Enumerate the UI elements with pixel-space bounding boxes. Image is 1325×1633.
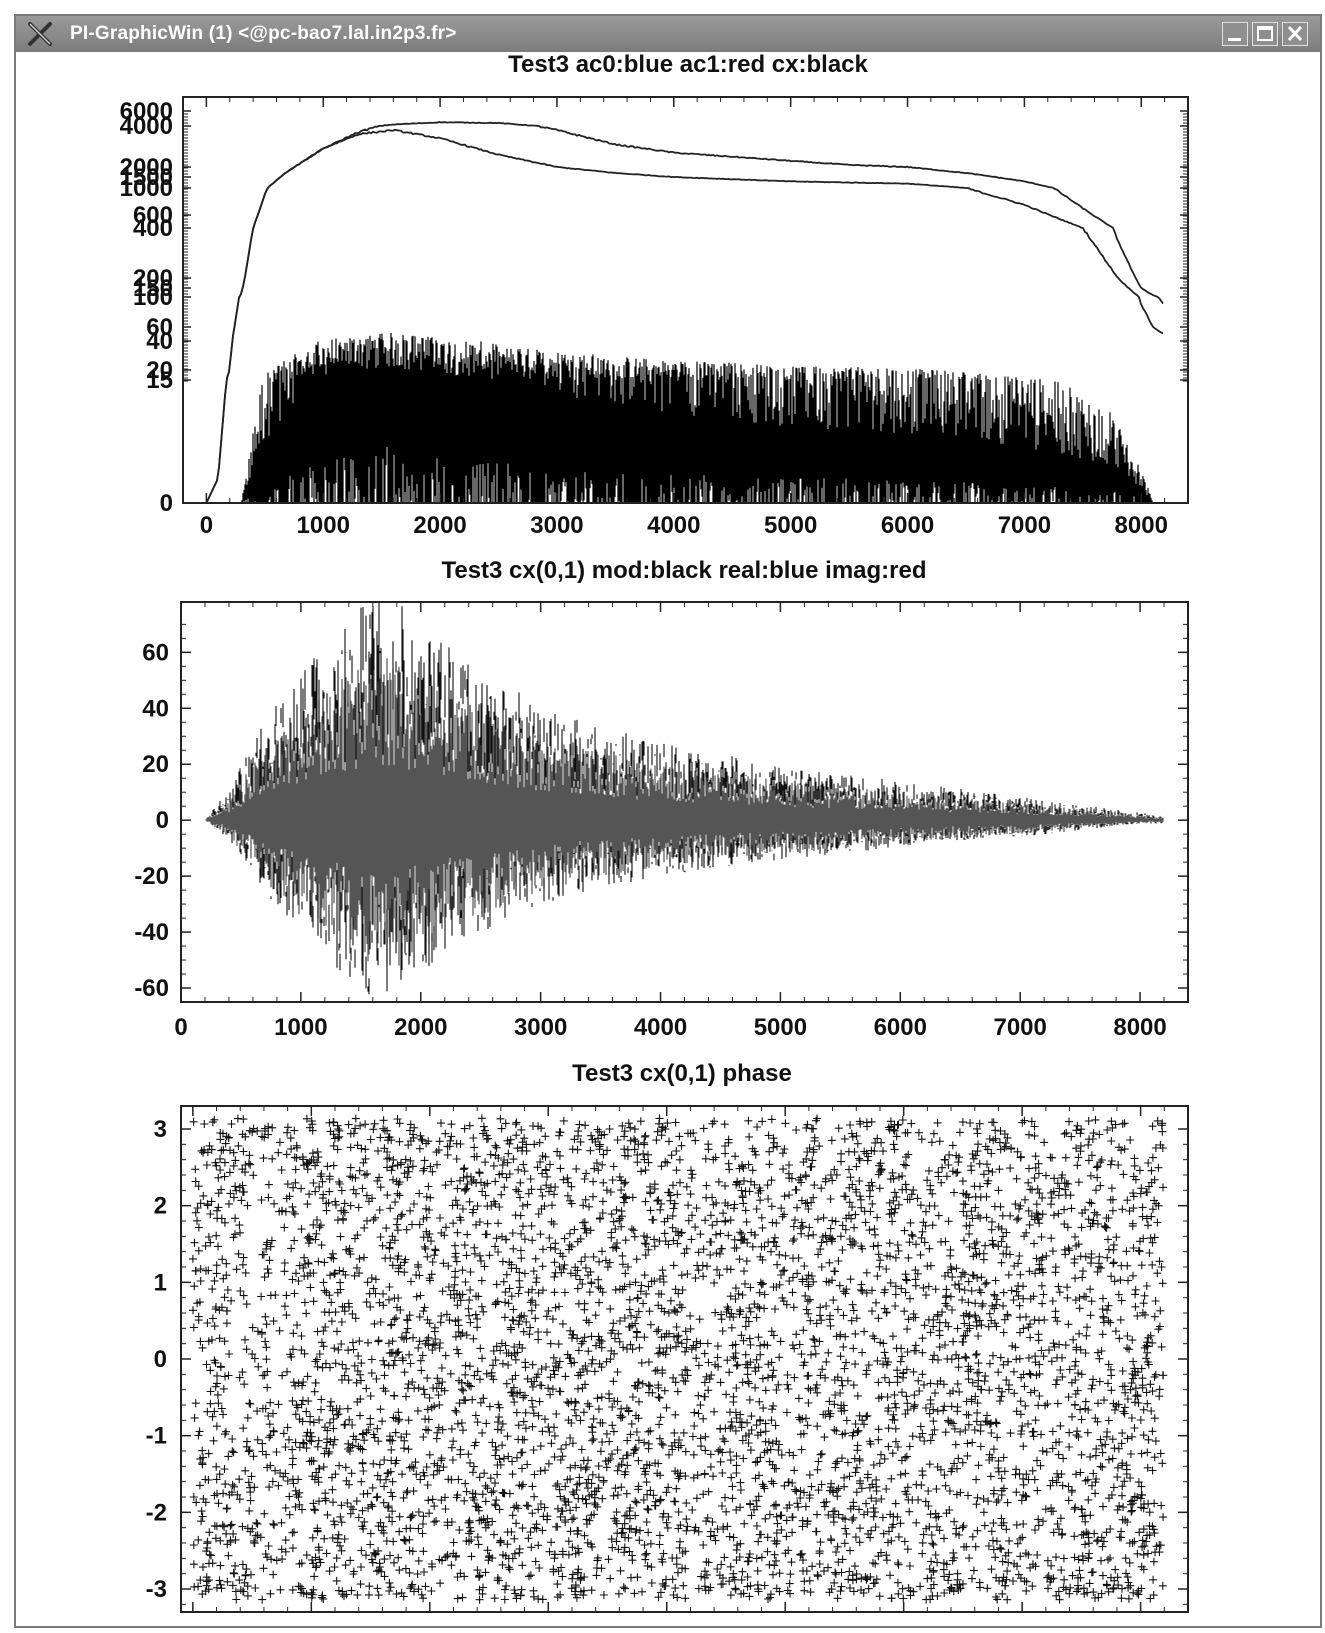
- y-tick-label: -1: [146, 1423, 167, 1450]
- phase-scatter-points: [188, 1114, 1168, 1604]
- y-tick-label: 1000: [120, 175, 173, 202]
- maximize-button[interactable]: [1252, 22, 1278, 46]
- x-tick-label: 7000: [993, 1014, 1046, 1041]
- x-tick-label: 1000: [285, 1623, 338, 1626]
- y-tick-label: -2: [146, 1499, 167, 1526]
- y-tick-label: 0: [160, 490, 173, 517]
- y-tick-label: 40: [146, 328, 173, 355]
- chart-title: Test3 cx(0,1) phase: [572, 1060, 792, 1087]
- y-tick-label: 60: [146, 314, 173, 341]
- y-tick-label: 6000: [120, 98, 173, 125]
- x-tick-label: 2000: [394, 1014, 447, 1041]
- x-tick-label: 8000: [1113, 1014, 1166, 1041]
- x-tick-label: 2000: [413, 512, 466, 539]
- x-tick-label: 7000: [998, 512, 1051, 539]
- x-tick-label: 3000: [530, 512, 583, 539]
- y-tick-label: -40: [134, 919, 169, 946]
- plot-area: Test3 ac0:blue ac1:red cx:black 6000 4000…: [16, 51, 1320, 1633]
- x-tick-label: 8000: [1114, 1623, 1167, 1626]
- x-tick-label: 4000: [634, 1014, 687, 1041]
- x-tick-label: 7000: [995, 1623, 1048, 1626]
- series-real-imag: [205, 657, 1164, 966]
- x-logo-icon: [26, 20, 54, 48]
- chart-marks: [188, 1114, 1168, 1604]
- y-tick-label: 2: [154, 1193, 167, 1220]
- y-tick-label: 15: [146, 367, 173, 394]
- close-button[interactable]: [1282, 22, 1308, 46]
- chart-marks: [205, 601, 1164, 995]
- y-tick-label: -3: [146, 1576, 167, 1603]
- chart-autocorrelation: Test3 ac0:blue ac1:red cx:black 60004000…: [120, 51, 1189, 539]
- y-tick-label: 4000: [120, 113, 173, 140]
- chart-frame: [182, 96, 1189, 504]
- x-tick-label: 4000: [640, 1623, 693, 1626]
- y-tick-label: 20: [142, 751, 169, 778]
- y-tick-label: 40: [142, 695, 169, 722]
- x-tick-label: 8000: [1115, 512, 1168, 539]
- chart-complex-cx: Test3 cx(0,1) mod:black real:blue imag:r…: [134, 557, 1189, 1041]
- y-tick-label: 150: [133, 275, 173, 302]
- series-modulus: [205, 601, 1164, 995]
- x-tick-label: 6000: [874, 1014, 927, 1041]
- x-tick-label: 0: [200, 512, 213, 539]
- x-tick-label: 5000: [764, 512, 817, 539]
- y-tick-label: 60: [142, 639, 169, 666]
- y-tick-label: 0: [156, 807, 169, 834]
- plots-canvas: Test3 ac0:blue ac1:red cx:black 60004000…: [120, 51, 1189, 1633]
- x-tick-label: 6000: [881, 512, 934, 539]
- y-tick-label: -20: [134, 863, 169, 890]
- series-cx-modulus: [241, 332, 1153, 503]
- chart-frame: [180, 601, 1189, 1003]
- minimize-button[interactable]: [1222, 22, 1248, 46]
- y-tick-label: 0: [154, 1346, 167, 1373]
- chart-frame: [180, 1105, 1189, 1613]
- y-tick-label: 1500: [120, 164, 173, 191]
- series-ac0: [206, 121, 1164, 503]
- chart-marks: [206, 121, 1164, 503]
- chart-title: Test3 cx(0,1) mod:black real:blue imag:r…: [441, 557, 926, 584]
- y-tick-label: 2000: [120, 154, 173, 181]
- x-tick-label: 1000: [297, 512, 350, 539]
- minimize-icon: [1228, 38, 1241, 41]
- x-tick-label: 0: [174, 1014, 187, 1041]
- maximize-icon: [1257, 26, 1273, 41]
- close-icon: [1287, 25, 1303, 42]
- x-tick-label: 0: [186, 1623, 199, 1626]
- y-tick-label: 1: [154, 1269, 167, 1296]
- y-tick-label: 20: [146, 357, 173, 384]
- window-title: PI-GraphicWin (1) <@pc-bao7.lal.in2p3.fr…: [70, 23, 457, 44]
- x-tick-label: 5000: [759, 1623, 812, 1626]
- y-tick-label: 100: [133, 284, 173, 311]
- x-tick-label: 4000: [647, 512, 700, 539]
- chart-phase: Test3 cx(0,1) phase 3210-1-2-30100020003…: [146, 1060, 1189, 1633]
- y-tick-label: 400: [133, 215, 173, 242]
- chart-title: Test3 ac0:blue ac1:red cx:black: [508, 52, 868, 78]
- y-tick-label: 200: [133, 265, 173, 292]
- x-tick-label: 6000: [877, 1623, 930, 1626]
- series-ac1: [206, 128, 1164, 503]
- title-bar[interactable]: PI-GraphicWin (1) <@pc-bao7.lal.in2p3.fr…: [16, 16, 1320, 52]
- chart-ticks: 3 2 1 0 -1 -2 -3 0 1000 2000 3000 4000 5000 6000 7000 8…: [146, 1106, 1189, 1633]
- y-tick-label: 600: [133, 202, 173, 229]
- graphic-window: PI-GraphicWin (1) <@pc-bao7.lal.in2p3.fr…: [14, 14, 1322, 1633]
- y-tick-label: 3: [154, 1116, 167, 1143]
- y-tick-label: -60: [134, 975, 169, 1002]
- x-tick-label: 1000: [274, 1014, 327, 1041]
- x-tick-label: 3000: [522, 1623, 575, 1626]
- x-tick-label: 3000: [514, 1014, 567, 1041]
- x-tick-label: 5000: [754, 1014, 807, 1041]
- x-tick-label: 2000: [403, 1623, 456, 1626]
